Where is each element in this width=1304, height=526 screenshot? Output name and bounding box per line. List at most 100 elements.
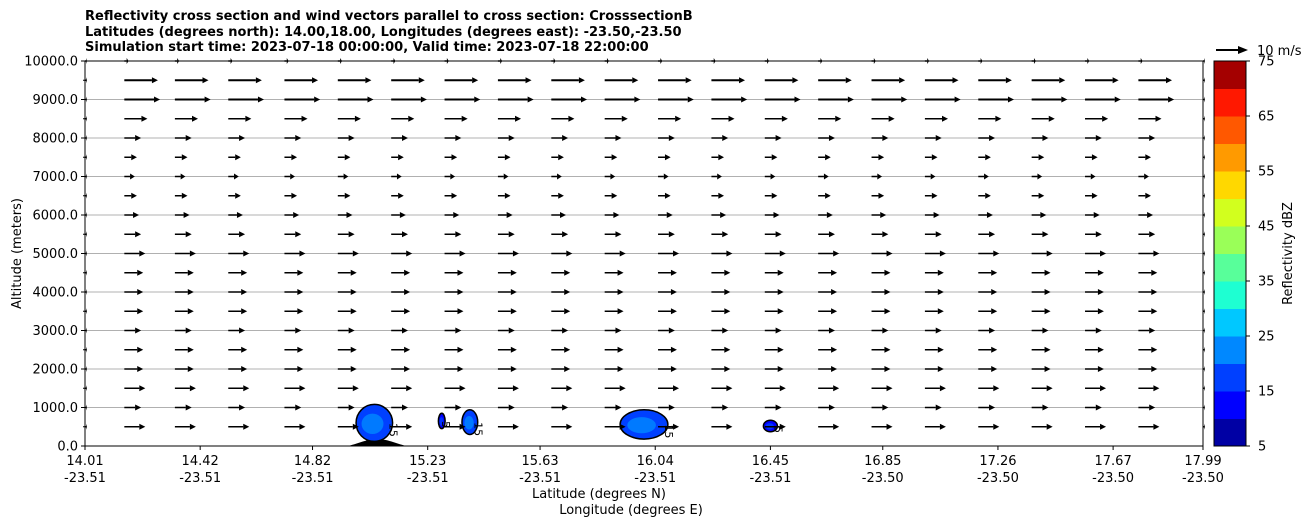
wind-vector bbox=[444, 404, 462, 411]
wind-vector-head bbox=[1147, 212, 1154, 218]
wind-vector-head bbox=[512, 385, 519, 392]
wind-vector bbox=[1031, 77, 1066, 84]
wind-vector-head bbox=[525, 77, 532, 84]
wind-vector bbox=[551, 231, 569, 238]
wind-vector bbox=[1085, 289, 1104, 295]
wind-vector-head bbox=[722, 231, 729, 238]
wind-vector-head bbox=[86, 327, 87, 334]
wind-vector bbox=[978, 96, 1014, 103]
wind-vector bbox=[284, 366, 304, 372]
wind-vector-head bbox=[933, 212, 940, 218]
wind-vector-head bbox=[670, 269, 677, 276]
wind-vector bbox=[658, 366, 677, 372]
wind-vector bbox=[604, 346, 624, 353]
wind-vector-head bbox=[779, 385, 786, 392]
wind-vector bbox=[444, 173, 456, 180]
wind-vector-head bbox=[578, 77, 585, 84]
wind-vector bbox=[174, 77, 209, 84]
wind-vector-head bbox=[180, 173, 186, 180]
wind-vector bbox=[711, 192, 725, 199]
wind-vector-head bbox=[884, 289, 891, 295]
wind-vector-head bbox=[187, 289, 194, 295]
wind-vector-head bbox=[668, 231, 675, 238]
wind-vector-head bbox=[137, 366, 144, 372]
wind-vector-head bbox=[297, 308, 304, 315]
wind-vector-head bbox=[884, 269, 891, 276]
wind-vector bbox=[1085, 404, 1102, 411]
wind-vector bbox=[924, 212, 940, 218]
wind-vector-head bbox=[717, 173, 722, 180]
wind-vector-head bbox=[86, 192, 87, 199]
wind-vector bbox=[978, 423, 1000, 430]
wind-vector bbox=[1138, 308, 1158, 315]
wind-vector-head bbox=[459, 385, 466, 392]
wind-vector bbox=[391, 192, 404, 199]
wind-vector bbox=[444, 346, 464, 353]
colorbar: 5 15 25 35 45 55 65 75 bbox=[1213, 55, 1275, 455]
wind-vector-head bbox=[613, 212, 620, 218]
wind-vector bbox=[228, 269, 248, 276]
wind-vector-head bbox=[131, 192, 137, 199]
wind-vector bbox=[1138, 173, 1149, 180]
wind-vector bbox=[1138, 231, 1156, 238]
wind-vector bbox=[1085, 212, 1100, 218]
wind-vector bbox=[871, 308, 891, 315]
wind-vector-head bbox=[986, 212, 993, 218]
wind-vector bbox=[1031, 327, 1049, 334]
wind-vector-head bbox=[512, 423, 519, 430]
wind-vector-head bbox=[831, 346, 838, 353]
wind-vector-head bbox=[1100, 385, 1107, 392]
x-tick-label-lon: -23.51 bbox=[519, 471, 561, 486]
wind-vector-head bbox=[610, 173, 616, 180]
wind-vector-head bbox=[1090, 173, 1096, 180]
wind-vector bbox=[764, 346, 784, 353]
wind-vector-head bbox=[673, 423, 680, 430]
wind-vector-head bbox=[685, 77, 692, 84]
wind-vector bbox=[711, 269, 731, 276]
wind-vector bbox=[871, 77, 906, 84]
wind-vector-head bbox=[455, 327, 462, 334]
wind-vector bbox=[174, 212, 190, 218]
wind-vector-head bbox=[989, 327, 996, 334]
wind-vector bbox=[924, 404, 942, 411]
wind-vector bbox=[1138, 250, 1160, 257]
wind-vector bbox=[711, 231, 729, 238]
wind-vector-head bbox=[301, 115, 308, 122]
wind-vector bbox=[337, 346, 357, 353]
wind-vector bbox=[924, 385, 946, 392]
wind-vector-head bbox=[1061, 96, 1068, 103]
y-axis-label: Altitude (meters) bbox=[10, 198, 25, 309]
wind-vector bbox=[604, 366, 624, 372]
wind-vector-head bbox=[457, 346, 464, 353]
wind-vector-head bbox=[937, 269, 944, 276]
wind-vector-head bbox=[406, 423, 413, 430]
wind-vector bbox=[337, 192, 351, 199]
wind-vector-head bbox=[564, 308, 571, 315]
wind-vector-head bbox=[243, 385, 250, 392]
wind-vector-head bbox=[348, 135, 355, 141]
wind-vector bbox=[978, 115, 1002, 122]
wind-vector bbox=[284, 154, 298, 161]
colorbar-tick-label: 15 bbox=[1258, 385, 1275, 400]
wind-vector-head bbox=[527, 96, 534, 103]
wind-vector-head bbox=[234, 173, 239, 180]
wind-vector bbox=[604, 250, 626, 257]
wind-vector-head bbox=[823, 173, 829, 180]
wind-vector bbox=[391, 366, 411, 372]
wind-vector bbox=[924, 269, 944, 276]
wind-vector-head bbox=[241, 346, 248, 353]
wind-vector bbox=[818, 115, 842, 122]
wind-vector-head bbox=[457, 289, 464, 295]
wind-vector bbox=[1031, 115, 1055, 122]
wind-vector bbox=[764, 231, 782, 238]
wind-vector-head bbox=[1165, 77, 1172, 84]
wind-vector-head bbox=[291, 154, 298, 161]
wind-vector bbox=[1031, 366, 1051, 372]
wind-vector-head bbox=[398, 154, 404, 161]
wind-vector bbox=[818, 308, 838, 315]
wind-vector bbox=[391, 212, 406, 218]
wind-vector-head bbox=[187, 308, 194, 315]
wind-vector bbox=[818, 346, 838, 353]
wind-vector bbox=[228, 346, 248, 353]
wind-vector bbox=[711, 289, 731, 295]
